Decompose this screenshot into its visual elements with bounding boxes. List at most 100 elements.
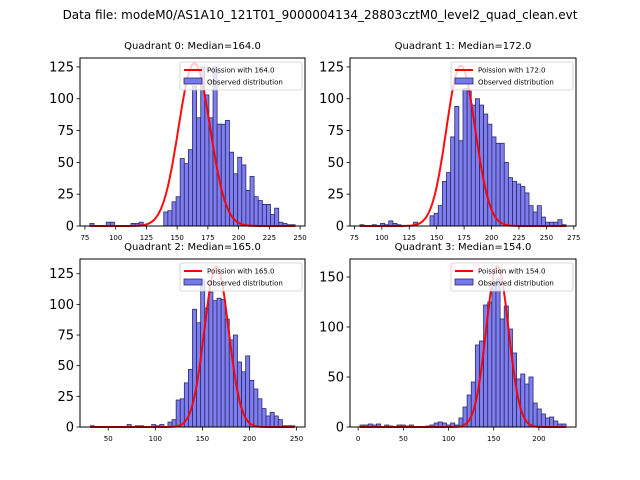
histogram-bar xyxy=(503,161,509,227)
histogram-bar xyxy=(507,177,513,227)
legend-label-poisson: Poission with 164.0 xyxy=(207,67,275,75)
x-tick-label: 250 xyxy=(293,234,306,242)
histogram-bar xyxy=(273,415,279,428)
y-tick-label: 50 xyxy=(57,156,74,171)
x-tick-label: 125 xyxy=(403,234,416,242)
histogram-bar xyxy=(175,399,181,428)
x-tick-label: 150 xyxy=(196,435,209,443)
histogram-bar xyxy=(212,300,218,428)
y-tick-label: 150 xyxy=(319,271,344,286)
y-tick-label: 75 xyxy=(327,124,344,139)
legend: Poission with 154.0 Observed distribution xyxy=(450,262,574,292)
x-tick-label: 175 xyxy=(457,234,470,242)
x-tick-label: 150 xyxy=(430,234,443,242)
axes-frame xyxy=(79,258,306,428)
histogram-bar xyxy=(528,205,534,227)
histogram-bar xyxy=(220,299,226,428)
histogram-bar xyxy=(237,156,243,227)
histogram-bar xyxy=(474,98,480,227)
y-tick-label: 100 xyxy=(319,92,344,107)
histogram-bar xyxy=(196,117,202,227)
histogram-bar xyxy=(520,186,526,227)
x-tick-label: 200 xyxy=(243,435,256,443)
subplot-title: Quadrant 0: Median=164.0 xyxy=(124,41,261,52)
histogram-bar xyxy=(261,408,267,428)
histogram-bar xyxy=(540,216,546,227)
histogram-bar xyxy=(540,413,546,428)
subplot-title: Quadrant 1: Median=172.0 xyxy=(395,41,532,52)
histogram-bar xyxy=(528,376,534,428)
x-tick-label: 150 xyxy=(487,435,500,443)
axes-frame xyxy=(349,258,577,428)
histogram-bar xyxy=(192,85,198,227)
x-tick-label: 75 xyxy=(350,234,359,242)
histogram-bar xyxy=(446,172,452,227)
legend-bar-swatch xyxy=(454,77,474,85)
subplot-quadrant-0: Quadrant 0: Median=164.0 0 25 50 75 100 125 75 1… xyxy=(49,41,307,242)
legend-label-observed: Observed distribution xyxy=(478,79,554,87)
x-tick-label: 50 xyxy=(104,435,113,443)
histogram-bar xyxy=(270,214,276,227)
legend-box xyxy=(450,262,574,292)
histogram-bar xyxy=(249,380,255,428)
histogram-bar xyxy=(175,196,181,227)
x-tick-label: 0 xyxy=(356,435,360,443)
histogram-bar xyxy=(429,215,435,227)
y-tick-label: 0 xyxy=(336,421,344,436)
histogram-bar xyxy=(277,419,283,428)
x-tick-label: 50 xyxy=(399,435,408,443)
histogram-bar xyxy=(253,196,259,227)
histogram-bar xyxy=(257,398,263,428)
x-tick-label: 200 xyxy=(232,234,245,242)
y-tick-label: 100 xyxy=(319,321,344,336)
x-tick-label: 175 xyxy=(201,234,214,242)
y-tick-label: 125 xyxy=(319,60,344,75)
histogram-bar xyxy=(245,355,251,428)
histogram-bar xyxy=(512,181,518,227)
legend-label-poisson: Poission with 172.0 xyxy=(478,67,546,75)
subplot-title: Quadrant 2: Median=165.0 xyxy=(124,242,261,253)
y-tick-label: 125 xyxy=(49,60,74,75)
histogram-bar xyxy=(265,415,271,428)
legend-label-poisson: Poission with 165.0 xyxy=(207,268,275,276)
histogram-bar xyxy=(241,164,247,227)
x-tick-label: 225 xyxy=(263,234,276,242)
y-tick-label: 75 xyxy=(57,124,74,139)
histogram-bar xyxy=(171,201,177,227)
histogram-bar xyxy=(462,88,468,227)
x-tick-label: 125 xyxy=(140,234,153,242)
histogram-bar xyxy=(458,140,464,227)
histogram-bar xyxy=(253,388,259,428)
histogram-bar xyxy=(532,211,538,227)
x-tick-label: 150 xyxy=(170,234,183,242)
legend-label-observed: Observed distribution xyxy=(478,280,554,288)
histogram-bar xyxy=(549,416,555,428)
histogram-bar xyxy=(466,90,472,227)
legend-bar-swatch xyxy=(183,77,203,85)
legend-box xyxy=(179,61,303,91)
histogram-bar xyxy=(545,417,550,428)
histogram-bar xyxy=(269,411,275,428)
y-tick-label: 0 xyxy=(66,421,74,436)
x-tick-label: 275 xyxy=(567,234,580,242)
histogram-bar xyxy=(516,183,522,227)
y-tick-label: 125 xyxy=(49,267,74,282)
legend-bar-swatch xyxy=(183,278,203,286)
subplot-title: Quadrant 3: Median=154.0 xyxy=(395,242,532,253)
y-tick-label: 25 xyxy=(327,188,344,203)
y-tick-label: 50 xyxy=(57,359,74,374)
histogram-bar xyxy=(536,205,542,227)
histogram-bar xyxy=(483,113,489,227)
y-tick-label: 0 xyxy=(336,220,344,235)
x-tick-label: 75 xyxy=(80,234,89,242)
histogram-bar xyxy=(524,192,530,227)
histogram-bar xyxy=(188,368,193,428)
histogram-bar xyxy=(495,142,501,227)
x-tick-label: 250 xyxy=(540,234,553,242)
histogram-bar xyxy=(532,402,538,428)
histogram-bar xyxy=(491,283,497,428)
legend-label-observed: Observed distribution xyxy=(207,79,283,87)
y-tick-label: 25 xyxy=(57,188,74,203)
legend-label-poisson: Poission with 154.0 xyxy=(478,268,546,276)
